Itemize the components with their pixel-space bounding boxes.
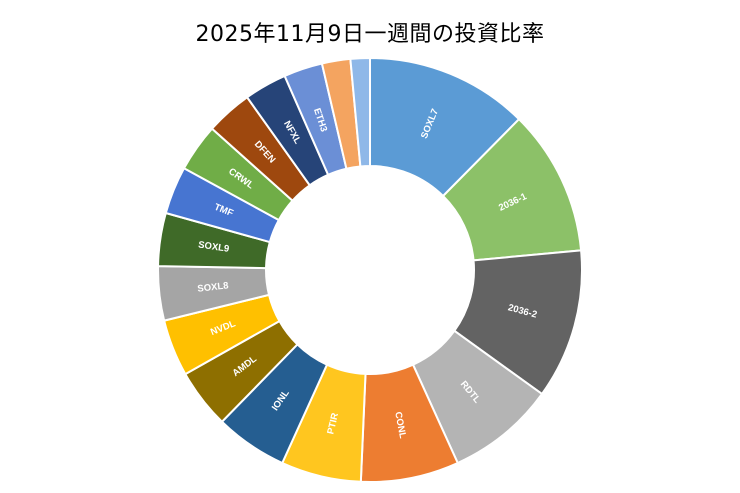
slice-label-soxl9: SOXL9 bbox=[197, 239, 229, 254]
donut-slices bbox=[157, 56, 583, 483]
slice-label-ptir: PTIR bbox=[325, 412, 341, 436]
chart-title: 2025年11月9日一週間の投資比率 bbox=[195, 22, 545, 47]
slice-label-soxl8: SOXL8 bbox=[197, 280, 229, 294]
slice-unlabeled-17 bbox=[349, 56, 371, 168]
slice-label-conl: CONL bbox=[392, 411, 408, 440]
